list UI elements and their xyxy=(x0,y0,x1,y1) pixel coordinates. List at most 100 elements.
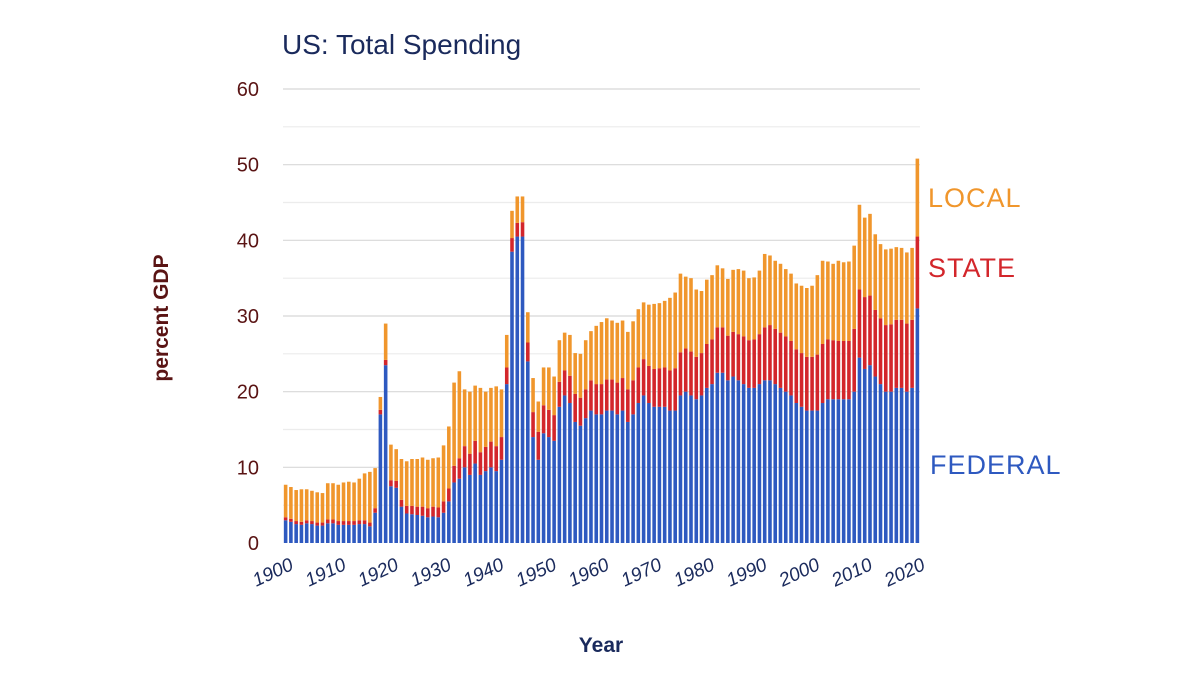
bar-local-1946 xyxy=(526,312,530,343)
bar-federal-1998 xyxy=(799,406,804,543)
bar-federal-1993 xyxy=(773,384,778,543)
bar-local-1962 xyxy=(610,320,614,380)
bar-federal-1905 xyxy=(310,524,314,543)
bar-federal-1900 xyxy=(283,520,288,543)
bar-state-1969 xyxy=(647,365,651,404)
bar-federal-2003 xyxy=(826,399,830,543)
bar-federal-1942 xyxy=(504,384,509,543)
bar-federal-1976 xyxy=(683,391,688,543)
bar-federal-1943 xyxy=(510,251,514,543)
bar-state-1961 xyxy=(604,379,609,411)
bar-state-2018 xyxy=(905,323,909,392)
bar-local-1917 xyxy=(373,468,377,509)
bar-state-1990 xyxy=(757,334,762,385)
bar-state-1968 xyxy=(641,359,646,396)
bar-local-1920 xyxy=(389,444,393,481)
bar-federal-1982 xyxy=(715,372,720,543)
bar-state-1913 xyxy=(352,521,356,525)
bar-local-1923 xyxy=(404,461,409,506)
bar-federal-1939 xyxy=(489,467,493,543)
bar-local-1918 xyxy=(378,396,383,410)
bar-federal-2002 xyxy=(820,403,825,543)
bar-local-2012 xyxy=(873,234,878,310)
bar-local-1975 xyxy=(678,273,683,353)
bar-federal-1985 xyxy=(731,376,735,543)
bar-federal-2006 xyxy=(841,399,846,543)
bar-federal-1975 xyxy=(678,395,683,543)
bar-state-2002 xyxy=(820,344,825,404)
bar-local-2007 xyxy=(847,261,851,341)
bar-federal-1999 xyxy=(805,410,809,543)
bar-local-1944 xyxy=(515,196,520,223)
bar-local-1914 xyxy=(357,478,362,521)
bar-federal-1932 xyxy=(452,482,456,543)
bar-state-1907 xyxy=(320,522,325,526)
bar-state-1966 xyxy=(631,380,635,415)
bar-local-1998 xyxy=(799,285,804,354)
bar-local-1949 xyxy=(541,367,546,406)
series-label-state: STATE xyxy=(928,253,1016,283)
bar-state-1916 xyxy=(368,522,372,527)
bar-local-2019 xyxy=(910,247,914,320)
bar-local-1931 xyxy=(447,426,451,489)
bar-federal-1964 xyxy=(620,410,625,543)
bar-state-1957 xyxy=(583,389,588,419)
bar-state-1988 xyxy=(747,340,751,388)
bar-state-1980 xyxy=(705,344,709,388)
y-tick-label: 60 xyxy=(237,79,259,101)
bar-state-1972 xyxy=(662,367,667,407)
bar-local-1973 xyxy=(668,297,672,371)
bar-federal-1990 xyxy=(757,384,762,543)
bar-federal-2015 xyxy=(889,391,893,543)
bar-federal-1931 xyxy=(447,501,451,543)
bar-state-1954 xyxy=(568,375,572,404)
bar-local-1988 xyxy=(747,278,751,341)
bar-state-1904 xyxy=(304,520,309,524)
bar-local-2017 xyxy=(899,247,904,320)
bar-local-1955 xyxy=(573,353,577,394)
bar-state-1958 xyxy=(589,380,593,411)
bar-federal-1938 xyxy=(483,471,488,543)
bar-federal-1901 xyxy=(289,521,293,543)
bar-local-1950 xyxy=(547,367,551,410)
bar-local-2016 xyxy=(894,247,899,320)
bar-federal-1941 xyxy=(499,459,504,543)
bar-state-1962 xyxy=(610,379,614,411)
series-label-local: LOCAL xyxy=(928,183,1022,213)
bar-local-1915 xyxy=(362,473,367,521)
bar-state-1912 xyxy=(347,521,351,525)
bar-federal-2001 xyxy=(815,410,820,543)
bar-local-1993 xyxy=(773,260,778,329)
bar-state-1931 xyxy=(447,488,451,502)
bar-state-1986 xyxy=(736,334,741,381)
bar-federal-1970 xyxy=(652,406,656,543)
bar-federal-1997 xyxy=(794,403,799,543)
bar-state-1940 xyxy=(494,446,498,472)
bar-state-2005 xyxy=(836,340,841,400)
bar-state-1934 xyxy=(462,446,467,468)
bar-state-1960 xyxy=(599,384,604,415)
bar-federal-2017 xyxy=(899,387,904,543)
bar-federal-1953 xyxy=(562,395,567,543)
bar-federal-1948 xyxy=(536,459,541,543)
bar-local-1967 xyxy=(636,309,641,368)
chart-title: US: Total Spending xyxy=(282,29,521,60)
bar-local-1903 xyxy=(299,489,304,522)
bar-state-1959 xyxy=(594,384,599,415)
bar-federal-1989 xyxy=(752,387,756,543)
bar-federal-1957 xyxy=(583,418,588,543)
bar-state-1967 xyxy=(636,367,641,404)
bar-federal-2013 xyxy=(878,384,883,543)
bar-federal-1945 xyxy=(520,236,525,544)
bar-local-2009 xyxy=(857,204,862,290)
bar-federal-1926 xyxy=(420,515,425,543)
bar-local-1968 xyxy=(641,302,646,360)
bar-state-1979 xyxy=(699,353,704,396)
bar-state-1928 xyxy=(431,506,435,517)
bar-state-1942 xyxy=(504,367,509,385)
bar-state-1997 xyxy=(794,349,799,404)
bar-state-1927 xyxy=(425,508,430,518)
bar-state-1998 xyxy=(799,353,804,407)
bar-federal-1934 xyxy=(462,467,467,543)
